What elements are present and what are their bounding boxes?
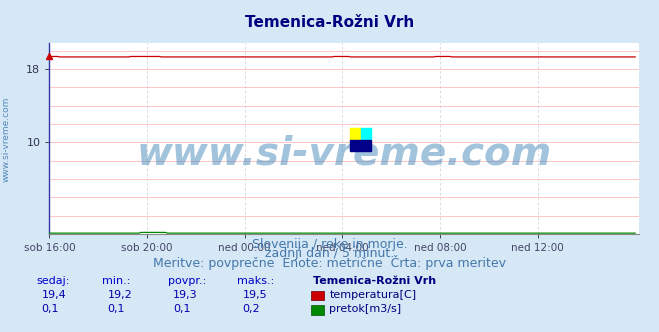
Text: 0,1: 0,1 [107,304,125,314]
Text: pretok[m3/s]: pretok[m3/s] [330,304,401,314]
Text: www.si-vreme.com: www.si-vreme.com [2,97,11,182]
Text: 0,2: 0,2 [243,304,260,314]
Text: sedaj:: sedaj: [36,276,70,286]
Text: zadnji dan / 5 minut.: zadnji dan / 5 minut. [265,247,394,260]
Text: maks.:: maks.: [237,276,275,286]
Text: 0,1: 0,1 [42,304,59,314]
Text: 19,4: 19,4 [42,290,67,300]
Text: 19,5: 19,5 [243,290,267,300]
Text: Meritve: povprečne  Enote: metrične  Črta: prva meritev: Meritve: povprečne Enote: metrične Črta:… [153,255,506,270]
Text: 19,2: 19,2 [107,290,132,300]
Text: 0,1: 0,1 [173,304,191,314]
Text: Temenica-Rožni Vrh: Temenica-Rožni Vrh [313,276,436,286]
Bar [360,127,371,139]
Text: min.:: min.: [102,276,130,286]
Text: povpr.:: povpr.: [168,276,206,286]
Text: 19,3: 19,3 [173,290,198,300]
Text: Slovenija / reke in morje.: Slovenija / reke in morje. [252,237,407,251]
Text: www.si-vreme.com: www.si-vreme.com [136,135,552,173]
Text: Temenica-Rožni Vrh: Temenica-Rožni Vrh [245,15,414,30]
Bar [351,127,360,139]
Text: temperatura[C]: temperatura[C] [330,290,416,300]
Bar [351,139,371,151]
